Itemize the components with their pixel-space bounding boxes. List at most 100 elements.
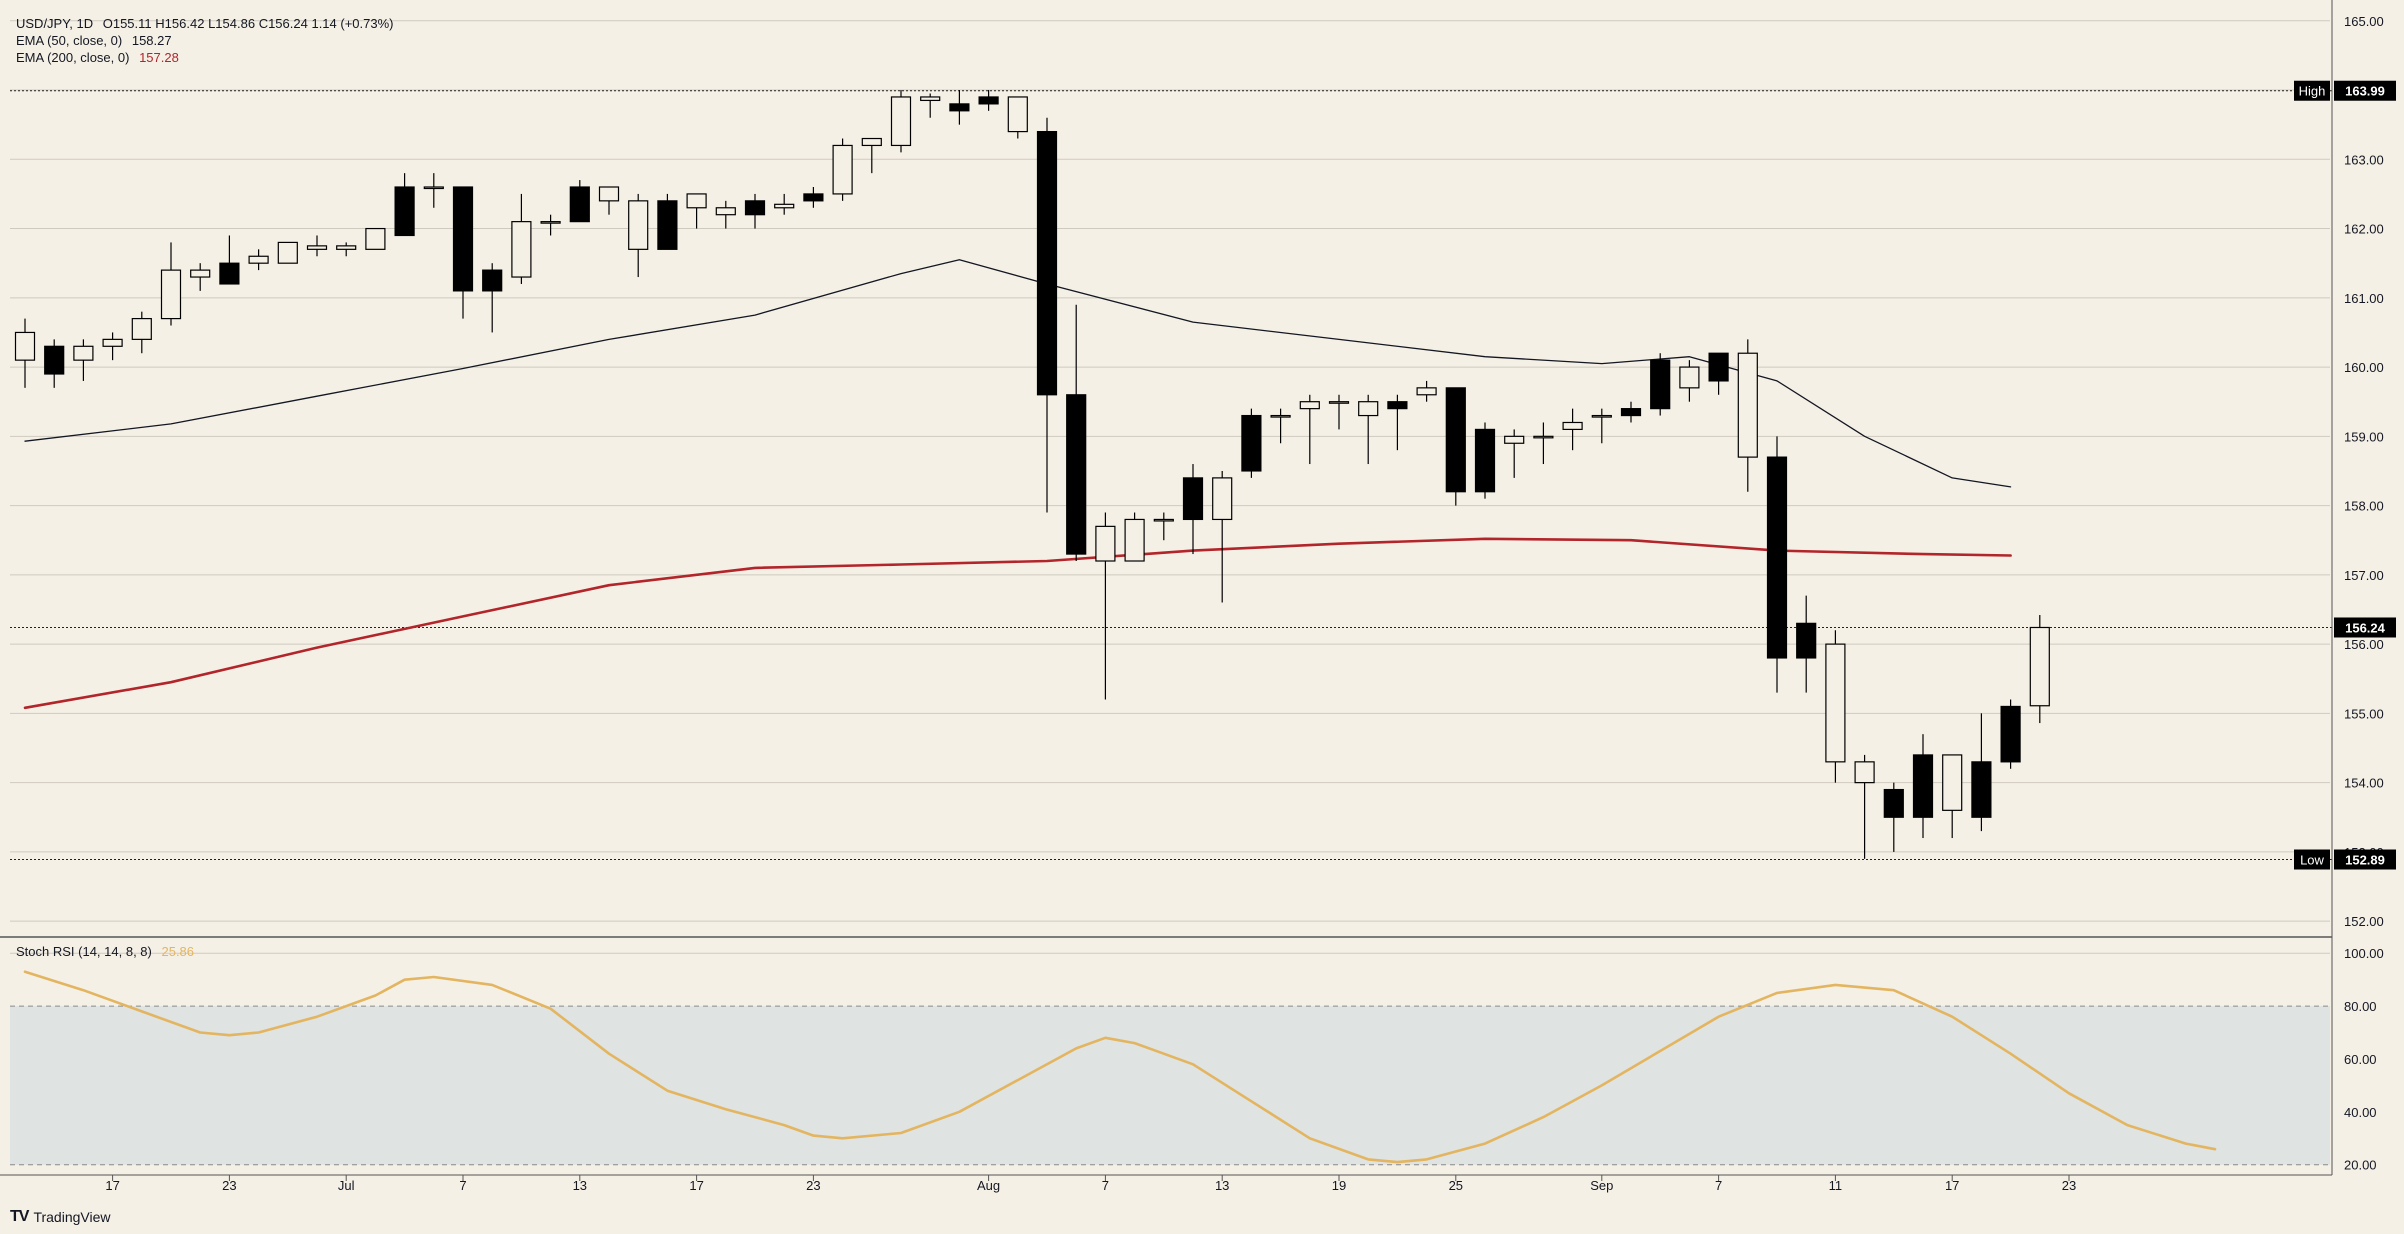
price-tick-label: 156.00 xyxy=(2344,637,2384,652)
candle-body xyxy=(1182,477,1204,521)
time-tick-label: Aug xyxy=(977,1178,1000,1193)
tradingview-logo-icon: TV xyxy=(10,1208,29,1225)
close-value: C156.24 xyxy=(258,16,308,31)
price-tags: High 163.99 Low 152.89 156.24 xyxy=(2294,80,2396,870)
time-tick-label: Jul xyxy=(338,1178,355,1193)
rsi-band xyxy=(10,1005,2330,1166)
ema50-legend[interactable]: EMA (50, close, 0) 158.27 xyxy=(16,33,172,48)
candle-body xyxy=(44,345,65,375)
candle-body xyxy=(686,193,707,209)
time-tick-label: 17 xyxy=(689,1178,703,1193)
grid-lines xyxy=(10,20,2330,1113)
price-tick-label: 161.00 xyxy=(2344,291,2384,306)
candle-body xyxy=(482,269,503,292)
high-value: H156.42 xyxy=(155,16,205,31)
candle xyxy=(1241,408,1262,478)
candle xyxy=(1445,387,1466,506)
candle-body xyxy=(219,262,240,285)
low-tag-label: Low xyxy=(2300,853,2324,868)
price-tick-label: 163.00 xyxy=(2344,152,2384,167)
candle-body xyxy=(1825,643,1846,763)
candle-body xyxy=(657,200,678,250)
ema200-legend[interactable]: EMA (200, close, 0) 157.28 xyxy=(16,50,179,65)
candle xyxy=(1825,630,1846,783)
candle-body xyxy=(2029,626,2050,707)
candle-body xyxy=(1620,408,1642,417)
candle-body xyxy=(190,269,211,278)
candle-body xyxy=(861,137,882,147)
stoch-rsi-legend[interactable]: Stoch RSI (14, 14, 8, 8) 25.86 xyxy=(16,944,194,959)
rsi-tick-label: 20.00 xyxy=(2344,1158,2377,1173)
candle-body xyxy=(452,186,474,292)
candle xyxy=(920,93,941,118)
candle xyxy=(2000,699,2021,769)
high-tag-value-box xyxy=(2334,80,2396,101)
candle-body xyxy=(1591,414,1612,418)
candles[interactable] xyxy=(14,90,2050,859)
candle xyxy=(1095,512,1116,700)
candle-body xyxy=(365,227,386,250)
rsi-tick-label: 80.00 xyxy=(2344,999,2377,1014)
price-tick-label: 159.00 xyxy=(2344,429,2384,444)
time-tick-label: 13 xyxy=(1215,1178,1229,1193)
candle xyxy=(306,235,328,257)
candle xyxy=(1212,470,1233,603)
candle-body xyxy=(1328,401,1350,404)
candle xyxy=(1883,782,1904,852)
candle-body xyxy=(423,186,444,190)
candle xyxy=(1562,408,1583,451)
candle-body xyxy=(1766,456,1788,659)
candle-body xyxy=(1212,477,1233,521)
candle xyxy=(160,242,182,326)
candle-body xyxy=(1445,387,1466,493)
time-tick-label: 17 xyxy=(1945,1178,1959,1193)
candle-body xyxy=(628,200,649,250)
candle xyxy=(774,193,795,215)
candle xyxy=(949,90,970,125)
tradingview-logo[interactable]: TV TradingView xyxy=(10,1208,111,1226)
ema200-series xyxy=(23,537,2012,710)
candle-body xyxy=(1533,435,1554,439)
candle-body xyxy=(598,186,620,202)
time-tick-label: 7 xyxy=(459,1178,466,1193)
interval-label[interactable]: 1D xyxy=(76,16,94,31)
candle xyxy=(1299,394,1320,465)
candle xyxy=(277,241,298,264)
candle xyxy=(1766,436,1788,693)
candle xyxy=(423,173,444,208)
candle xyxy=(1708,352,1729,395)
candle xyxy=(803,187,824,208)
change-value: 1.14 (+0.73%) xyxy=(311,16,394,31)
candle-body xyxy=(1679,366,1700,389)
candle xyxy=(569,180,590,223)
candle-body xyxy=(306,245,328,250)
candle xyxy=(14,318,36,388)
candle xyxy=(248,249,269,271)
candle-body xyxy=(277,241,298,264)
time-tick-label: 25 xyxy=(1449,1178,1463,1193)
price-tick-label: 157.00 xyxy=(2344,568,2384,583)
ema50-label: EMA (50, close, 0) xyxy=(16,33,123,48)
candle-body xyxy=(774,203,795,209)
candle-body xyxy=(744,200,766,216)
candle xyxy=(1387,394,1408,451)
price-tick-label: 165.00 xyxy=(2344,14,2384,29)
candle-body xyxy=(2000,705,2021,763)
candle xyxy=(715,200,736,229)
candle xyxy=(1066,304,1087,561)
candle xyxy=(394,173,415,237)
candle xyxy=(1036,117,1058,513)
price-tick-label: 154.00 xyxy=(2344,776,2384,791)
candle xyxy=(1182,464,1204,555)
candle-body xyxy=(1474,428,1496,493)
low-tag-value-box xyxy=(2334,849,2396,870)
candle-body xyxy=(1153,518,1174,522)
candle-body xyxy=(540,221,561,224)
candle-body xyxy=(1299,401,1320,410)
candle-body xyxy=(1854,761,1875,784)
time-tick-label: 7 xyxy=(1715,1178,1722,1193)
candle-body xyxy=(1504,435,1525,444)
symbol-name[interactable]: USD/JPY xyxy=(16,16,70,31)
